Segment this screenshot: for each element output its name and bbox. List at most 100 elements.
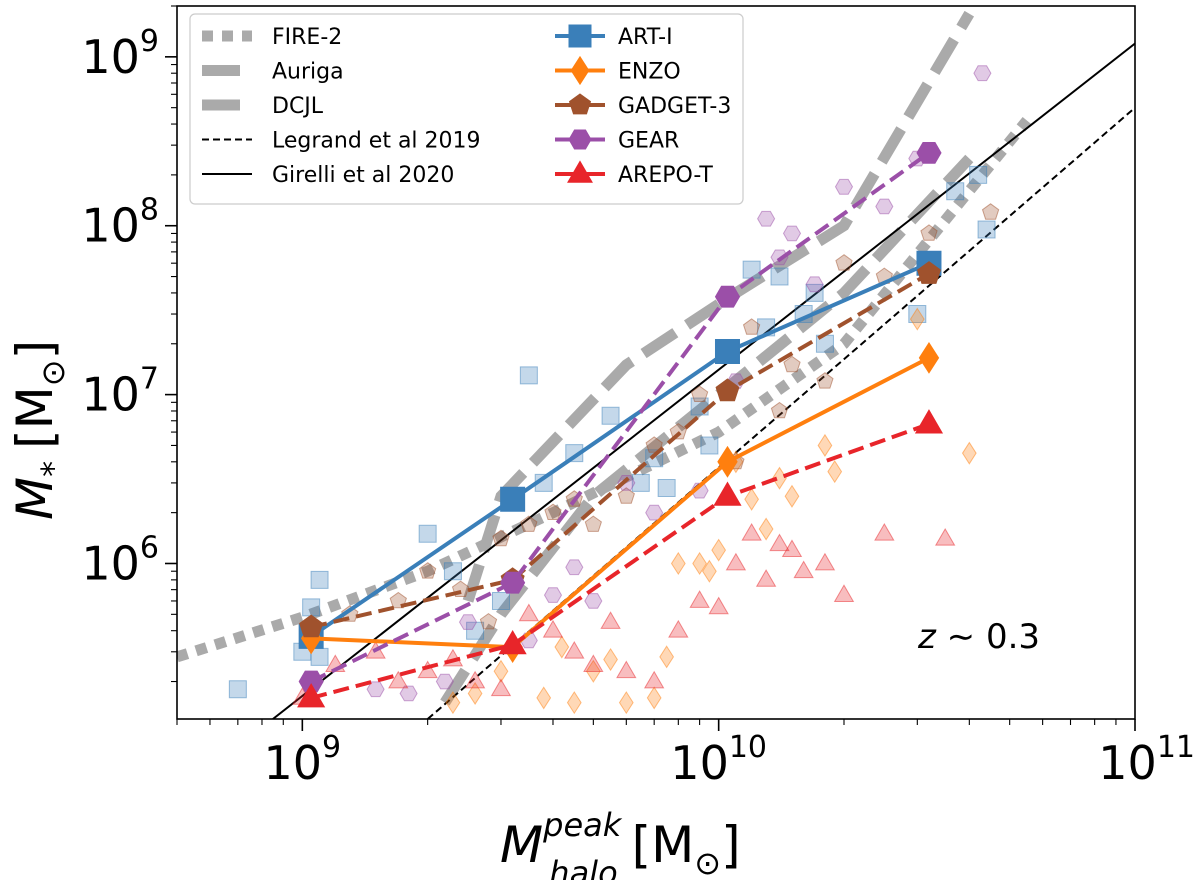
legend-marker <box>568 93 592 115</box>
gadget-3-galaxy-point <box>920 224 938 241</box>
art-i-median-line <box>310 261 930 639</box>
legend-label: AREPO-T <box>618 163 713 188</box>
art-i-galaxy-point <box>657 478 676 497</box>
gadget-3-galaxy-point <box>492 529 510 547</box>
gear-galaxy-point <box>805 276 824 293</box>
arepo-t-galaxy-point <box>781 539 803 557</box>
arepo-t-galaxy-point <box>600 611 621 629</box>
gear-median-point <box>714 285 741 308</box>
arepo-t-galaxy-point <box>755 569 777 587</box>
arepo-t-galaxy-point <box>464 670 486 689</box>
art-i-galaxy-point <box>815 334 834 353</box>
legend: FIRE-2 Auriga DCJL Legrand et al 2019 Girell… <box>189 13 744 205</box>
gadget-3-median-point <box>715 378 740 402</box>
enzo-galaxy-point <box>493 659 509 683</box>
gadget-3-galaxy-point <box>690 385 709 402</box>
arepo-t-median-point <box>297 683 326 708</box>
gadget-3-galaxy-point <box>584 515 602 532</box>
art-i-median-point <box>714 338 740 364</box>
art-i-galaxy-point <box>228 680 247 699</box>
enzo-galaxy-point <box>711 538 727 562</box>
arepo-t-galaxy-point <box>725 552 747 571</box>
gadget-3-galaxy-point <box>783 355 801 373</box>
enzo-galaxy-point <box>909 307 925 331</box>
enzo-galaxy-point <box>827 460 843 484</box>
gadget-3-galaxy-point <box>544 503 562 520</box>
enzo-galaxy-point <box>603 647 618 672</box>
gadget-3-galaxy-point <box>835 254 853 271</box>
arepo-t-galaxy-point <box>583 654 604 673</box>
arepo-t-median-point <box>498 630 527 655</box>
enzo-galaxy-point <box>817 433 833 457</box>
legend-label: Legrand et al 2019 <box>272 129 481 154</box>
legend-label: DCJL <box>272 94 324 119</box>
gear-galaxy-point <box>757 210 776 227</box>
arepo-t-galaxy-point <box>643 670 665 689</box>
legend-box <box>189 13 744 205</box>
art-i-galaxy-point <box>491 591 510 610</box>
art-i-galaxy-point <box>310 570 329 589</box>
gadget-3-galaxy-point <box>669 422 687 440</box>
gear-galaxy-point <box>584 593 603 609</box>
arepo-t-galaxy-point <box>708 596 729 615</box>
gadget-3-galaxy-point <box>816 372 834 389</box>
legend-label: GEAR <box>618 129 679 154</box>
gadget-3-galaxy-point <box>770 401 789 419</box>
art-i-galaxy-point <box>519 366 538 385</box>
art-i-galaxy-point <box>969 165 988 184</box>
art-i-galaxy-point <box>601 406 620 425</box>
gadget-3-median-point <box>917 261 941 284</box>
gadget-3-galaxy-point <box>520 515 538 532</box>
arepo-t-galaxy-point <box>689 590 710 608</box>
gear-galaxy-point <box>973 65 992 82</box>
art-i-galaxy-point <box>742 260 761 279</box>
gear-median-point <box>916 142 942 164</box>
legend-marker <box>570 55 590 86</box>
legend-label: FIRE-2 <box>272 25 342 50</box>
gear-galaxy-point <box>543 587 563 603</box>
arepo-t-galaxy-point <box>741 522 762 541</box>
legend-label: Auriga <box>272 60 344 85</box>
legend-label: ENZO <box>618 60 681 85</box>
enzo-galaxy-point <box>659 645 675 669</box>
gear-galaxy-point <box>399 685 418 702</box>
art-i-galaxy-point <box>946 182 965 201</box>
x-axis-label: Mpeak halo [M⊙] <box>500 806 741 880</box>
x-tick-label-11: 1011 <box>1098 730 1195 790</box>
art-i-galaxy-point <box>310 647 329 666</box>
ref-line-girelli-et-al-2020 <box>272 42 1135 719</box>
enzo-galaxy-point <box>646 686 662 710</box>
enzo-galaxy-point <box>758 517 774 541</box>
redshift-annotation: z ∼ 0.3 <box>917 617 1040 657</box>
arepo-t-galaxy-point <box>388 670 409 689</box>
x-tick-label-9: 109 <box>264 730 342 790</box>
gear-galaxy-point <box>458 614 478 630</box>
arepo-t-median-point <box>914 409 944 434</box>
gadget-3-median-line <box>310 271 931 630</box>
y-axis-label: M*[M⊙] <box>6 340 72 520</box>
gadget-3-galaxy-point <box>419 562 437 579</box>
gear-galaxy-point <box>782 225 802 242</box>
art-i-galaxy-point <box>443 562 462 581</box>
arepo-t-galaxy-point <box>814 552 836 571</box>
art-i-galaxy-point <box>770 267 789 286</box>
y-tick-label-6: 106 <box>81 530 159 590</box>
legend-marker <box>567 160 593 183</box>
art-i-galaxy-point <box>418 524 437 543</box>
enzo-median-point <box>918 341 940 374</box>
enzo-galaxy-point <box>744 487 760 511</box>
legend-label: GADGET-3 <box>618 94 731 119</box>
gear-galaxy-point <box>875 198 894 215</box>
art-i-median-point <box>500 486 526 512</box>
y-tick-label-9: 109 <box>81 24 159 84</box>
enzo-galaxy-point <box>566 691 582 715</box>
art-i-galaxy-point <box>805 283 824 302</box>
art-i-galaxy-point <box>466 621 485 640</box>
enzo-galaxy-point <box>554 635 570 659</box>
legend-marker <box>568 24 592 48</box>
gadget-3-median-point <box>299 614 324 638</box>
enzo-galaxy-point <box>536 686 552 710</box>
enzo-galaxy-point <box>692 551 708 576</box>
gear-median-line <box>310 151 931 684</box>
